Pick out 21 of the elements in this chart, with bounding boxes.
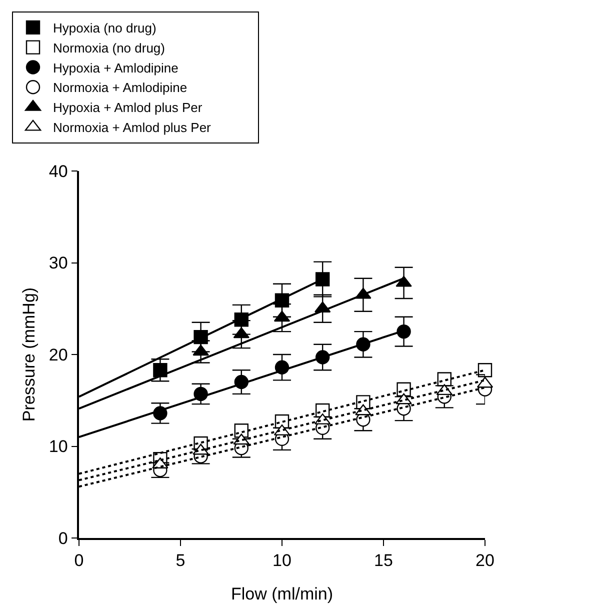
y-axis-title: Pressure (mmHg) [20,287,38,422]
point [396,324,411,339]
x-tick-label: 5 [176,551,186,570]
y-tick-label: 0 [58,528,68,548]
x-tick-label: 0 [74,551,84,570]
point [153,363,168,378]
y-tick-label: 10 [48,437,68,456]
legend-label: Hypoxia + Amlodipine [53,60,178,76]
legend-label: Hypoxia (no drug) [53,20,156,36]
y-tick-label: 20 [48,345,68,364]
y-tick-label: 30 [48,254,68,273]
legend-label: Normoxia (no drug) [53,40,166,56]
legend-label: Normoxia + Amlod plus Per [53,120,212,135]
point [316,272,330,286]
legend-label: Hypoxia + Amlod plus Per [53,100,203,116]
legend-label: Normoxia + Amlodipine [53,80,188,96]
y-tick-label: 40 [48,162,68,181]
x-tick-label: 20 [476,551,494,570]
x-axis-title: Flow (ml/min) [231,584,333,604]
x-tick-label: 15 [374,551,393,570]
x-tick-label: 10 [272,551,292,570]
